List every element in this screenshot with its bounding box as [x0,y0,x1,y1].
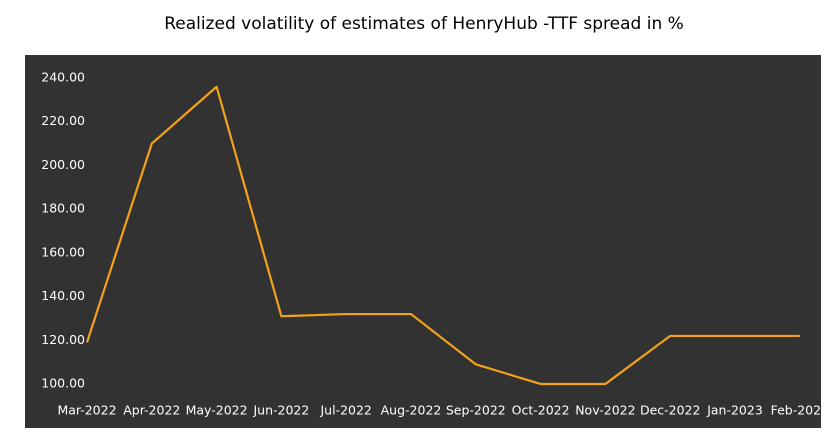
y-tick-label: 200.00 [41,157,85,172]
y-tick-label: 120.00 [41,332,85,347]
x-tick-label: Nov-2022 [575,403,635,418]
y-tick-label: 140.00 [41,288,85,303]
x-tick-label: May-2022 [186,403,248,418]
series-line [85,85,800,386]
x-tick-label: Jun-2022 [252,403,309,418]
plot: 100.00 120.00 140.00 160.00 180.00 200.00 220.… [41,70,829,418]
x-tick-label: Apr-2022 [123,403,180,418]
x-tick-label: Mar-2022 [57,403,116,418]
x-tick-label: Feb-2023 [771,403,829,418]
y-tick-label: 220.00 [41,113,85,128]
plot-area [25,55,821,428]
x-tick-label: Dec-2022 [640,403,701,418]
x-tick-label: Jul-2022 [319,403,371,418]
x-tick-label: Oct-2022 [512,403,570,418]
y-tick-label: 180.00 [41,201,85,216]
x-tick-label: Sep-2022 [446,403,506,418]
y-tick-label: 160.00 [41,244,85,259]
x-tick-label: Jan-2023 [706,403,763,418]
y-tick-label: 100.00 [41,376,85,391]
y-tick-label: 240.00 [41,70,85,85]
chart-title: Realized volatility of estimates of Henr… [164,14,684,34]
x-tick-label: Aug-2022 [381,403,442,418]
